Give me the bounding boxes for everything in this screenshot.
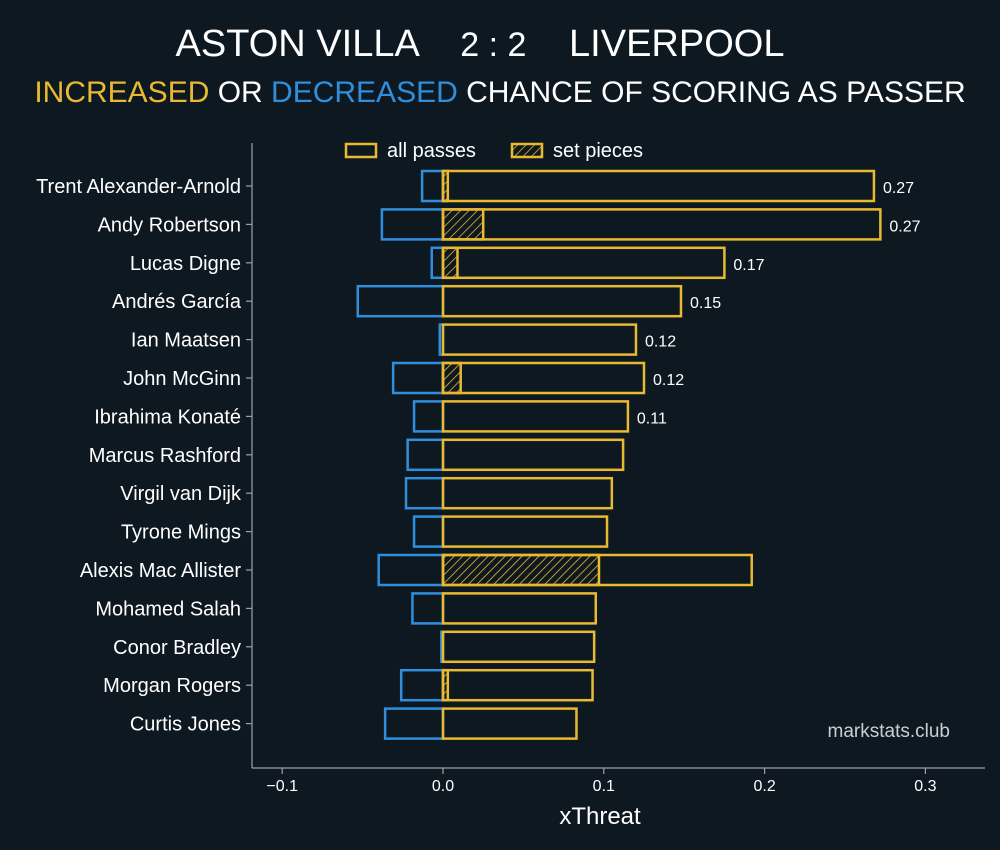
y-tick-label-mohamed-salah: Mohamed Salah bbox=[95, 598, 241, 620]
bar-negative-marcus-rashford bbox=[406, 438, 445, 472]
x-tick-label-2: 0.1 bbox=[593, 778, 615, 795]
score: 2 : 2 bbox=[460, 26, 526, 64]
bar-negative-curtis-jones bbox=[383, 707, 445, 740]
data-label-john-mcginn: 0.12 bbox=[653, 372, 684, 389]
bar-set-pieces-john-mcginn bbox=[441, 361, 462, 395]
home-team: ASTON VILLA bbox=[176, 23, 421, 65]
y-tick-label-john-mcginn: John McGinn bbox=[123, 368, 241, 390]
bar-positive-john-mcginn bbox=[441, 361, 646, 395]
subtitle-rest: CHANCE OF SCORING AS PASSER bbox=[458, 76, 966, 109]
subtitle-increased: INCREASED bbox=[34, 76, 209, 109]
bar-set-pieces-lucas-digne bbox=[441, 246, 459, 280]
y-tick-label-virgil-van-dijk: Virgil van Dijk bbox=[120, 483, 242, 505]
bar-positive-andres-garcia bbox=[441, 284, 683, 318]
y-tick-label-andy-robertson: Andy Robertson bbox=[98, 214, 241, 236]
away-team: LIVERPOOL bbox=[569, 23, 784, 65]
legend-label-set-pieces: set pieces bbox=[553, 140, 643, 162]
subtitle-or: OR bbox=[209, 76, 271, 109]
y-tick-labels: Trent Alexander-Arnold Andy Robertson Luca… bbox=[36, 176, 252, 736]
y-tick-label-alexis-mac-allister: Alexis Mac Allister bbox=[80, 560, 241, 582]
data-label-ibrahima-konate: 0.11 bbox=[637, 410, 667, 427]
x-tick-label-3: 0.2 bbox=[753, 778, 775, 795]
x-ticks: −0.1 0.0 0.1 0.2 0.3 bbox=[266, 768, 937, 795]
bar-negative-mohamed-salah bbox=[411, 592, 445, 625]
bar-positive-trent-alexander-arnold bbox=[441, 169, 876, 203]
y-tick-label-morgan-rogers: Morgan Rogers bbox=[103, 675, 241, 697]
bar-negative-morgan-rogers bbox=[399, 668, 445, 702]
bar-set-pieces-andy-robertson bbox=[441, 208, 485, 241]
bar-positive-virgil-van-dijk bbox=[441, 476, 614, 510]
bar-negative-tyrone-mings bbox=[412, 515, 445, 548]
chart-title: ASTON VILLA 2 : 2 LIVERPOOL bbox=[176, 23, 785, 65]
bars-layer: 0.27 0.27 0.17 0.15 0.12 0.12 0.11 bbox=[356, 169, 921, 740]
bar-positive-andy-robertson bbox=[441, 208, 882, 241]
bar-positive-tyrone-mings bbox=[441, 515, 609, 548]
x-axis-label: xThreat bbox=[559, 803, 641, 830]
legend-label-all-passes: all passes bbox=[387, 140, 476, 162]
bar-negative-andres-garcia bbox=[356, 284, 445, 318]
bar-negative-virgil-van-dijk bbox=[404, 476, 445, 510]
bar-positive-marcus-rashford bbox=[441, 438, 625, 472]
y-tick-label-trent-alexander-arnold: Trent Alexander-Arnold bbox=[36, 176, 241, 198]
bar-negative-trent-alexander-arnold bbox=[420, 169, 445, 203]
legend: all passes set pieces bbox=[344, 140, 643, 162]
x-tick-label-1: 0.0 bbox=[432, 778, 454, 795]
bar-positive-conor-bradley bbox=[441, 630, 596, 664]
bar-positive-curtis-jones bbox=[441, 707, 578, 740]
y-tick-label-curtis-jones: Curtis Jones bbox=[130, 714, 241, 736]
y-tick-label-ian-maatsen: Ian Maatsen bbox=[131, 330, 241, 352]
watermark: markstats.club bbox=[828, 721, 950, 742]
x-tick-label-0: −0.1 bbox=[266, 778, 298, 795]
bar-negative-andy-robertson bbox=[380, 208, 445, 241]
data-label-andres-garcia: 0.15 bbox=[690, 295, 721, 312]
data-label-trent-alexander-arnold: 0.27 bbox=[883, 180, 914, 197]
bar-negative-ibrahima-konate bbox=[412, 400, 445, 433]
bar-negative-lucas-digne bbox=[430, 246, 445, 280]
bar-positive-mohamed-salah bbox=[441, 592, 598, 625]
legend-swatch-all-passes bbox=[344, 142, 378, 159]
y-tick-label-ibrahima-konate: Ibrahima Konaté bbox=[94, 406, 241, 428]
y-tick-label-conor-bradley: Conor Bradley bbox=[113, 637, 241, 659]
chart-subtitle: INCREASED OR DECREASED CHANCE OF SCORING… bbox=[34, 76, 965, 109]
data-label-ian-maatsen: 0.12 bbox=[645, 334, 676, 351]
bar-set-pieces-alexis-mac-allister bbox=[441, 553, 601, 587]
bar-negative-alexis-mac-allister bbox=[377, 553, 445, 587]
x-tick-label-4: 0.3 bbox=[914, 778, 936, 795]
data-label-andy-robertson: 0.27 bbox=[889, 218, 920, 235]
bar-negative-john-mcginn bbox=[391, 361, 445, 395]
legend-swatch-set-pieces bbox=[510, 142, 544, 159]
bar-positive-lucas-digne bbox=[441, 246, 726, 280]
bar-positive-morgan-rogers bbox=[441, 668, 594, 702]
bar-positive-ian-maatsen bbox=[441, 323, 638, 356]
y-tick-label-tyrone-mings: Tyrone Mings bbox=[121, 522, 241, 544]
data-label-lucas-digne: 0.17 bbox=[733, 257, 764, 274]
subtitle-decreased: DECREASED bbox=[271, 76, 458, 109]
y-tick-label-andres-garcia: Andrés García bbox=[112, 291, 242, 313]
bar-positive-alexis-mac-allister bbox=[441, 553, 753, 587]
y-tick-label-marcus-rashford: Marcus Rashford bbox=[89, 445, 241, 467]
bar-positive-ibrahima-konate bbox=[441, 400, 630, 433]
y-tick-label-lucas-digne: Lucas Digne bbox=[130, 253, 241, 275]
